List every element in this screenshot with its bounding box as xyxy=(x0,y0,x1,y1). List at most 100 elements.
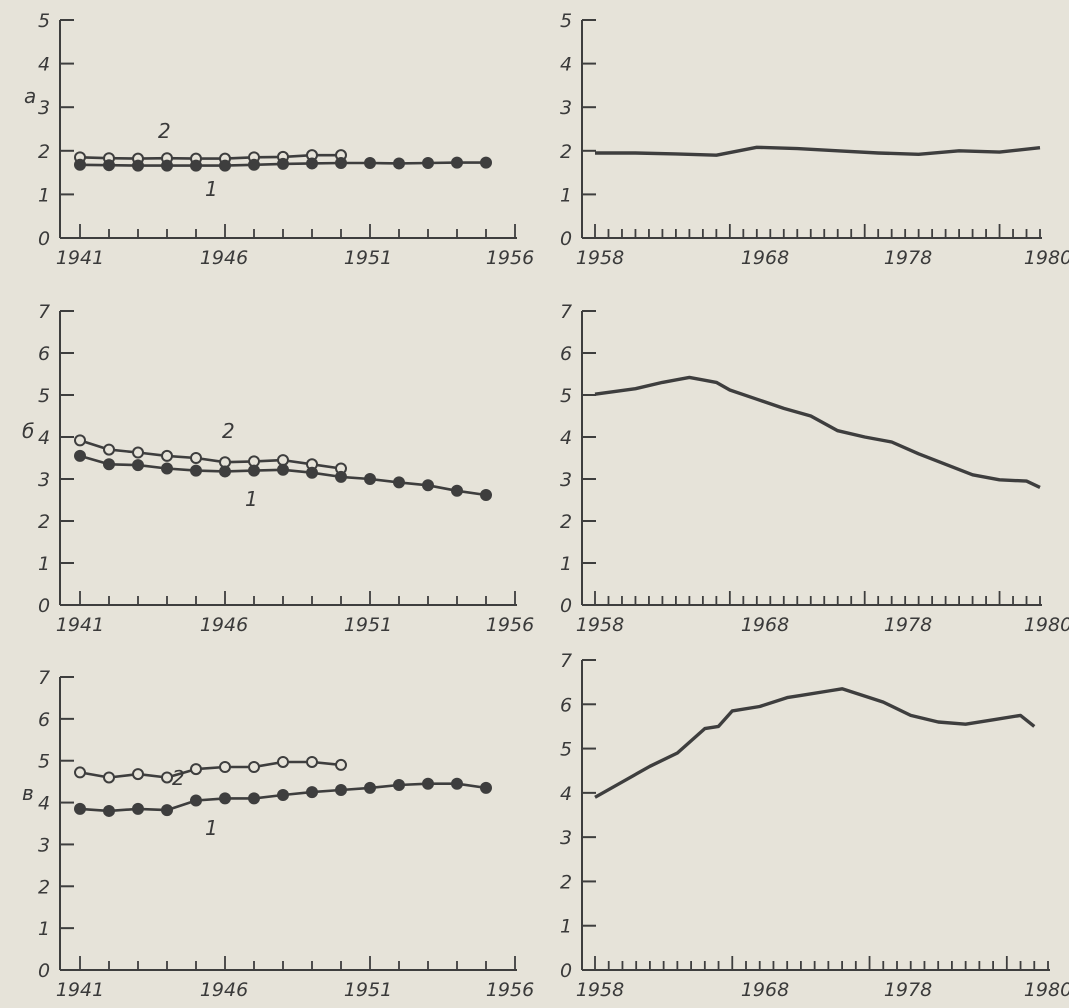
series-tag-1: 1 xyxy=(245,487,258,511)
data-point xyxy=(219,465,231,478)
y-tick-label: 0 xyxy=(560,595,572,617)
series-line-2 xyxy=(79,439,342,470)
y-tick-label: 1 xyxy=(560,553,572,575)
x-tick-label: 1951 xyxy=(344,247,392,269)
y-tick-label: 3 xyxy=(560,827,572,849)
panel-f: 0 1 2 3 4 5 6 7 1958 1968 1978 1980 xyxy=(560,650,1069,1001)
y-tick-label: 6 xyxy=(560,694,572,716)
y-tick-label: 0 xyxy=(560,960,572,982)
data-point xyxy=(364,473,376,485)
x-tick-label: 1946 xyxy=(200,247,248,269)
y-tick-label: 4 xyxy=(560,427,572,449)
data-point xyxy=(480,156,492,169)
data-point xyxy=(74,434,86,447)
y-tick-label: 2 xyxy=(560,511,572,533)
x-tick-label: 1968 xyxy=(741,614,789,636)
data-point xyxy=(248,464,260,477)
x-tick-label: 1978 xyxy=(884,614,932,636)
x-tick-label: 1958 xyxy=(576,614,624,636)
y-tick-label: 6 xyxy=(560,343,572,365)
y-tick-label: 3 xyxy=(560,469,572,491)
y-tick-label: 1 xyxy=(38,553,50,575)
data-point xyxy=(161,462,173,475)
data-point xyxy=(248,760,260,773)
data-point xyxy=(306,755,318,768)
x-tick-label: 1946 xyxy=(200,614,248,636)
data-point xyxy=(422,777,434,790)
data-point xyxy=(219,760,231,773)
data-point xyxy=(306,466,318,479)
data-point xyxy=(248,158,260,171)
data-point xyxy=(451,484,463,497)
data-point xyxy=(103,458,115,471)
data-point xyxy=(422,157,434,170)
data-point xyxy=(393,778,405,791)
y-tick-label: 4 xyxy=(560,54,572,76)
data-point xyxy=(190,159,202,172)
data-point xyxy=(277,755,289,768)
data-point xyxy=(219,159,231,172)
panel-b: 0 1 2 3 4 5 6 7 1941 1946 1951 1956 2 1 б xyxy=(22,301,534,636)
data-point xyxy=(335,758,347,771)
y-tick-label: 5 xyxy=(38,385,50,407)
x-tick-label: 1980 xyxy=(1024,247,1069,269)
panel-d: 0 1 2 3 4 5 1958 1968 1978 1980 xyxy=(560,10,1069,269)
x-tick-label: 1956 xyxy=(486,979,534,1001)
data-point xyxy=(277,454,289,467)
y-tick-label: 1 xyxy=(560,916,572,938)
panel-letter: б xyxy=(22,419,34,443)
y-tick-label: 0 xyxy=(38,228,50,250)
series-tag-2: 2 xyxy=(222,419,235,443)
y-tick-label: 4 xyxy=(560,783,572,805)
data-point xyxy=(132,802,144,815)
panel-letter: в xyxy=(22,781,34,805)
data-point xyxy=(74,449,86,462)
y-tick-label: 5 xyxy=(38,751,50,773)
x-tick-label: 1946 xyxy=(200,979,248,1001)
data-point xyxy=(103,804,115,817)
data-point xyxy=(335,784,347,797)
x-tick-label: 1980 xyxy=(1024,979,1069,1001)
x-tick-label: 1941 xyxy=(56,614,104,636)
data-point xyxy=(74,802,86,815)
y-tick-label: 0 xyxy=(38,960,50,982)
data-point xyxy=(190,452,202,464)
data-point xyxy=(161,804,173,817)
data-point xyxy=(364,157,376,170)
data-point xyxy=(161,771,173,784)
y-tick-label: 5 xyxy=(38,10,50,32)
x-tick-label: 1956 xyxy=(486,247,534,269)
x-tick-label: 1951 xyxy=(344,979,392,1001)
data-point xyxy=(161,449,173,462)
panel-letter: a xyxy=(24,84,36,108)
data-point xyxy=(306,786,318,799)
data-point xyxy=(451,777,463,790)
data-point xyxy=(190,763,202,776)
x-tick-label: 1968 xyxy=(741,979,789,1001)
data-point xyxy=(132,446,144,459)
series-line-main xyxy=(594,687,1036,799)
data-point xyxy=(74,158,86,171)
data-point xyxy=(132,159,144,172)
y-tick-label: 7 xyxy=(560,650,572,672)
y-tick-label: 2 xyxy=(38,876,50,898)
series-tag-1: 1 xyxy=(205,816,218,840)
y-tick-label: 1 xyxy=(38,184,50,206)
data-point xyxy=(480,488,492,501)
y-tick-label: 4 xyxy=(38,54,50,76)
y-tick-label: 6 xyxy=(38,709,50,731)
series-tag-2: 2 xyxy=(158,119,171,143)
y-tick-label: 5 xyxy=(560,10,572,32)
data-point xyxy=(480,781,492,794)
data-point xyxy=(132,768,144,781)
y-tick-label: 7 xyxy=(560,301,572,323)
data-point xyxy=(335,470,347,483)
y-tick-label: 5 xyxy=(560,385,572,407)
panel-e: 0 1 2 3 4 5 6 7 1958 1968 1978 1980 xyxy=(560,301,1069,636)
data-point xyxy=(393,157,405,170)
x-tick-label: 1941 xyxy=(56,979,104,1001)
series-line-2 xyxy=(79,760,342,779)
y-tick-label: 3 xyxy=(38,469,50,491)
data-point xyxy=(219,792,231,805)
y-tick-label: 3 xyxy=(38,834,50,856)
